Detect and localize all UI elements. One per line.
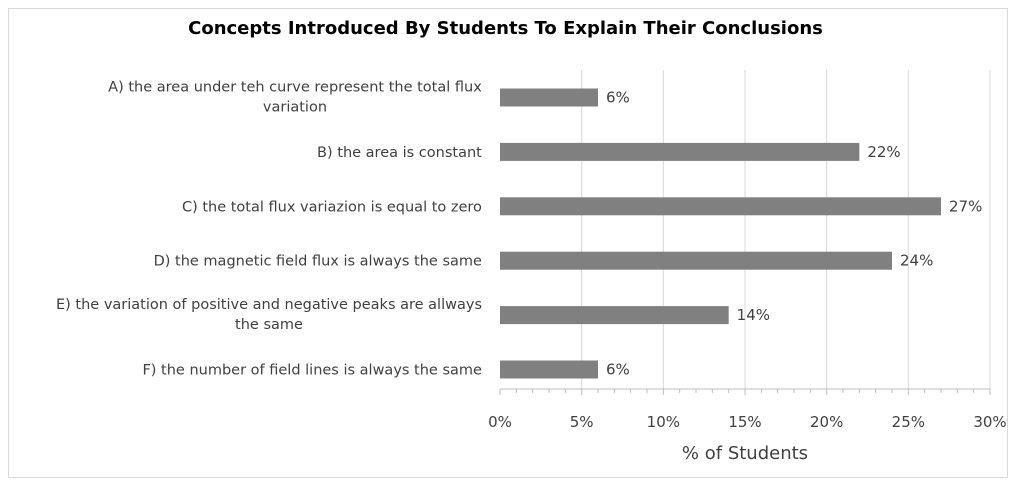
x-tick-label: 25% bbox=[892, 413, 925, 431]
x-tick-label: 30% bbox=[973, 413, 1006, 431]
x-tick-label: 10% bbox=[647, 413, 680, 431]
x-tick-label: 0% bbox=[488, 413, 512, 431]
category-label: F) the number of field lines is always t… bbox=[142, 363, 482, 379]
gridlines bbox=[581, 70, 991, 389]
data-label: 22% bbox=[867, 143, 900, 161]
category-label: B) the area is constant bbox=[317, 145, 482, 161]
bars bbox=[500, 88, 941, 379]
chart-frame bbox=[8, 8, 1008, 478]
data-label: 14% bbox=[737, 306, 770, 324]
category-labels: A) the area under teh curve represent th… bbox=[56, 80, 482, 379]
data-labels: 6% 22% 27% 24% 14% 6% bbox=[606, 89, 982, 379]
bar bbox=[500, 360, 598, 379]
bar bbox=[500, 88, 598, 107]
category-label: D) the magnetic field flux is always the… bbox=[154, 254, 482, 270]
x-axis-title: % of Students bbox=[682, 443, 808, 464]
category-label: E) the variation of positive and negativ… bbox=[56, 297, 482, 333]
x-tick-label: 5% bbox=[570, 413, 594, 431]
bar bbox=[500, 251, 892, 270]
data-label: 6% bbox=[606, 361, 630, 379]
category-label: C) the total flux variazion is equal to … bbox=[182, 199, 482, 215]
category-label: A) the area under teh curve represent th… bbox=[108, 80, 482, 116]
x-tick-label: 15% bbox=[728, 413, 761, 431]
x-axis: 0% 5% 10% 15% 20% 25% 30% bbox=[488, 388, 1007, 431]
x-tick-label: 20% bbox=[810, 413, 843, 431]
bar bbox=[500, 306, 729, 325]
data-label: 27% bbox=[949, 197, 982, 215]
data-label: 24% bbox=[900, 252, 933, 270]
data-label: 6% bbox=[606, 89, 630, 107]
bar bbox=[500, 142, 860, 161]
chart-title: Concepts Introduced By Students To Expla… bbox=[188, 18, 823, 39]
bar bbox=[500, 197, 941, 216]
